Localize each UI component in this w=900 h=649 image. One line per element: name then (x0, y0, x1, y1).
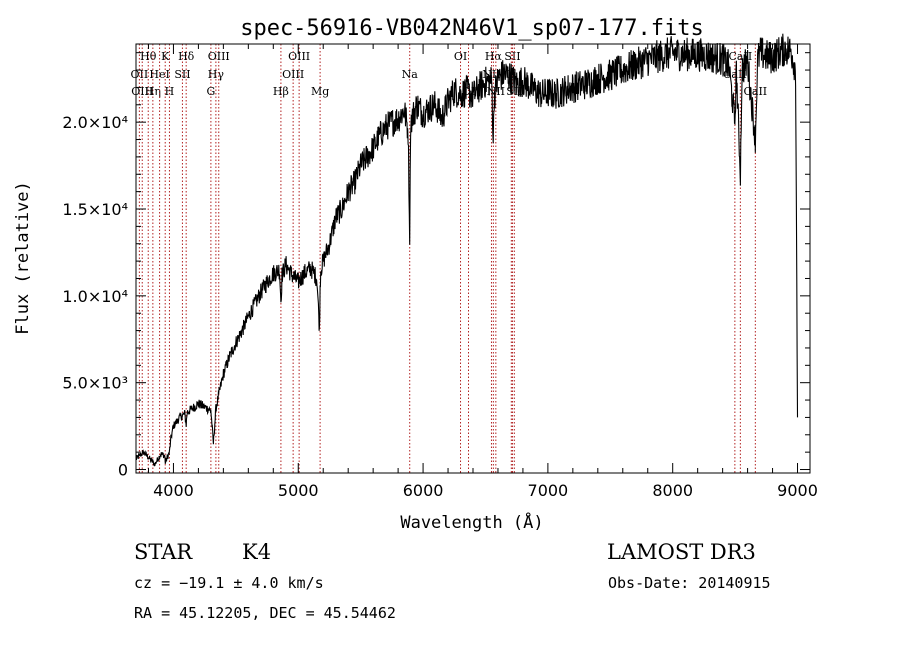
spectral-line-label: Hβ (273, 85, 289, 98)
spectral-line-label: OII (131, 68, 149, 81)
series-layer (135, 33, 799, 467)
spectral-line-label: G (206, 85, 215, 98)
object-class: STAR (134, 540, 193, 564)
plot-frame (135, 43, 811, 474)
y-tick-label: 5.0×10³ (62, 374, 128, 393)
coordinates: RA = 45.12205, DEC = 45.54462 (134, 604, 396, 622)
spectral-line-label: Hγ (208, 68, 225, 81)
x-tick-label: 9000 (777, 481, 818, 500)
y-tick-label: 2.0×10⁴ (62, 113, 128, 132)
spectral-line-label: OI (454, 50, 467, 63)
spectral-line-label: HeI (149, 68, 169, 81)
x-tick-label: 4000 (153, 481, 194, 500)
x-tick-label: 5000 (278, 481, 319, 500)
spectral-line-label: OIII (208, 50, 230, 63)
spectral-line-label: Mg (311, 85, 329, 98)
spectral-line-label: H (165, 85, 175, 98)
spectral-line-label: SII (504, 50, 520, 63)
spectral-line-label: NII (487, 85, 505, 98)
spectral-line-label: Hθ (140, 50, 157, 63)
spectral-line-label: Hα (485, 50, 503, 63)
spectral-line-label: Hδ (178, 50, 195, 63)
spectrum-line (135, 33, 799, 467)
spectral-line-label: SII (174, 68, 190, 81)
spectral-lines-layer: OII OIII Hθ Hη HeI K H SII Hδ G Hγ OIII Hβ OIII OIII Mg… (131, 44, 767, 473)
survey-name: LAMOST DR3 (607, 540, 756, 564)
x-tick-label: 7000 (528, 481, 569, 500)
y-tick-label: 1.5×10⁴ (62, 200, 128, 219)
redshift-value: cz = −19.1 ± 4.0 km/s (134, 574, 324, 592)
axes-layer: 4000 5000 6000 7000 8000 9000 0 5.0×10³ 1.0×10⁴ 1… (62, 43, 818, 500)
spectral-line-label: Hη (145, 85, 161, 98)
y-tick-label: 1.0×10⁴ (62, 287, 128, 306)
spectral-line-label: OIII (131, 85, 153, 98)
subclass: K4 (242, 540, 272, 564)
spectral-line-label: CaII (729, 50, 753, 63)
spectral-line-label: OIII (288, 50, 310, 63)
spectral-line-label: K (161, 50, 170, 63)
x-tick-label: 8000 (652, 481, 693, 500)
spectral-line-label: Na (402, 68, 419, 81)
spectral-line-label: OIII (282, 68, 304, 81)
y-tick-label: 0 (118, 461, 128, 480)
x-tick-label: 6000 (403, 481, 444, 500)
obs-date: Obs-Date: 20140915 (608, 574, 771, 592)
chart-title: spec-56916-VB042N46V1_sp07-177.fits (240, 16, 704, 41)
y-axis-label: Flux (relative) (13, 181, 33, 335)
spectral-line-label: CaII (743, 85, 767, 98)
x-axis-label: Wavelength (Å) (400, 511, 543, 533)
